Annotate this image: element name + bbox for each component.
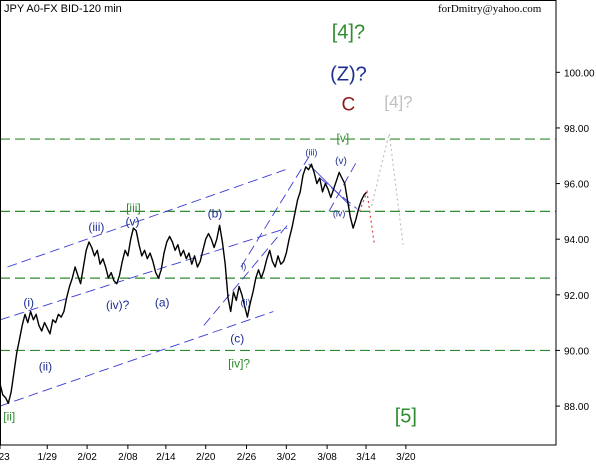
x-tick-label: 3/02 — [277, 452, 297, 463]
chart-title: JPY A0-FX BID-120 min — [4, 3, 122, 15]
y-tick-label: 88.00 — [564, 402, 589, 413]
y-tick-label: 90.00 — [564, 346, 589, 357]
horizontal-levels — [0, 138, 556, 352]
site-email: forDmitry@yahoo.com — [438, 3, 542, 15]
x-tick-label: 3/14 — [356, 452, 376, 463]
wave-label: (c) — [230, 331, 244, 345]
y-tick-label: 100.00 — [564, 68, 595, 79]
wave-label: (a) — [155, 295, 170, 309]
x-tick-label: 2/08 — [118, 452, 138, 463]
wave-label: [4]? — [332, 22, 365, 44]
wave-label: (iii) — [88, 220, 104, 234]
price-line — [0, 163, 368, 404]
price-series — [0, 163, 368, 404]
wave-label: (v) — [126, 215, 140, 229]
wave-label: [v] — [337, 131, 350, 145]
channel-line — [328, 161, 358, 212]
x-tick-label: 3/20 — [396, 452, 416, 463]
x-tick-label: 1/29 — [38, 452, 58, 463]
x-tick-label: 2/20 — [196, 452, 216, 463]
wave-label: (b) — [208, 206, 223, 220]
wave-label: [iv]? — [228, 357, 250, 371]
x-tick-label: 2/26 — [237, 452, 257, 463]
wave-labels: [4]? (Z)? C [4]? [v] (iii) (v) (iv) [iii] (iii) (v… — [3, 22, 417, 428]
wave-label: (iv)? — [106, 298, 130, 312]
channel-line — [240, 155, 310, 268]
y-tick-label: 92.00 — [564, 291, 589, 302]
channel-lines — [0, 155, 358, 407]
wave-label: C — [342, 95, 356, 116]
forecast-paths — [358, 133, 404, 245]
wave-label: (iii) — [305, 147, 317, 157]
y-tick-label: 98.00 — [564, 124, 589, 135]
forecast-line — [358, 189, 375, 245]
y-tick-label: 94.00 — [564, 235, 589, 246]
wave-label: (v) — [335, 156, 347, 167]
channel-line — [308, 163, 351, 207]
wave-label: (ii) — [241, 298, 251, 308]
x-tick-label: 2/02 — [77, 452, 97, 463]
wave-label: [ii] — [3, 409, 15, 423]
wave-label: (Z)? — [330, 63, 367, 85]
channel-line — [0, 227, 288, 321]
x-tick-label: 1/23 — [0, 452, 10, 463]
wave-label: [4]? — [384, 92, 412, 111]
channel-line — [203, 224, 288, 326]
wave-label: (iv) — [333, 209, 346, 219]
channel-line — [7, 169, 286, 268]
channel-line — [0, 311, 274, 407]
wave-label: (i) — [23, 295, 34, 309]
x-tick-label: 2/14 — [156, 452, 176, 463]
wave-label: i) — [241, 261, 246, 271]
wave-label: [iii] — [126, 201, 141, 215]
forecast-line — [371, 133, 404, 245]
wave-label: [5] — [395, 405, 417, 427]
x-tick-label: 3/08 — [317, 452, 337, 463]
plot-frame — [0, 0, 557, 446]
y-tick-label: 96.00 — [564, 180, 589, 191]
wave-label: (ii) — [39, 359, 52, 373]
